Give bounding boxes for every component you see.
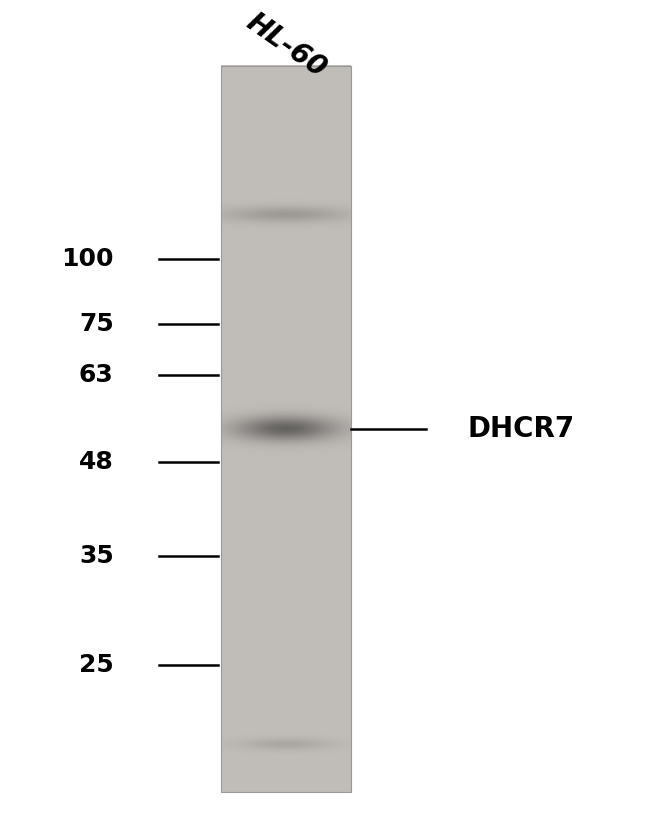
Text: 63: 63	[79, 363, 114, 387]
Text: 35: 35	[79, 544, 114, 568]
Text: HL-60: HL-60	[240, 8, 332, 83]
Text: 25: 25	[79, 653, 114, 677]
Text: 75: 75	[79, 312, 114, 336]
Text: 100: 100	[61, 247, 114, 271]
Text: 48: 48	[79, 450, 114, 474]
Text: DHCR7: DHCR7	[468, 415, 575, 443]
Bar	[221, 66, 351, 792]
